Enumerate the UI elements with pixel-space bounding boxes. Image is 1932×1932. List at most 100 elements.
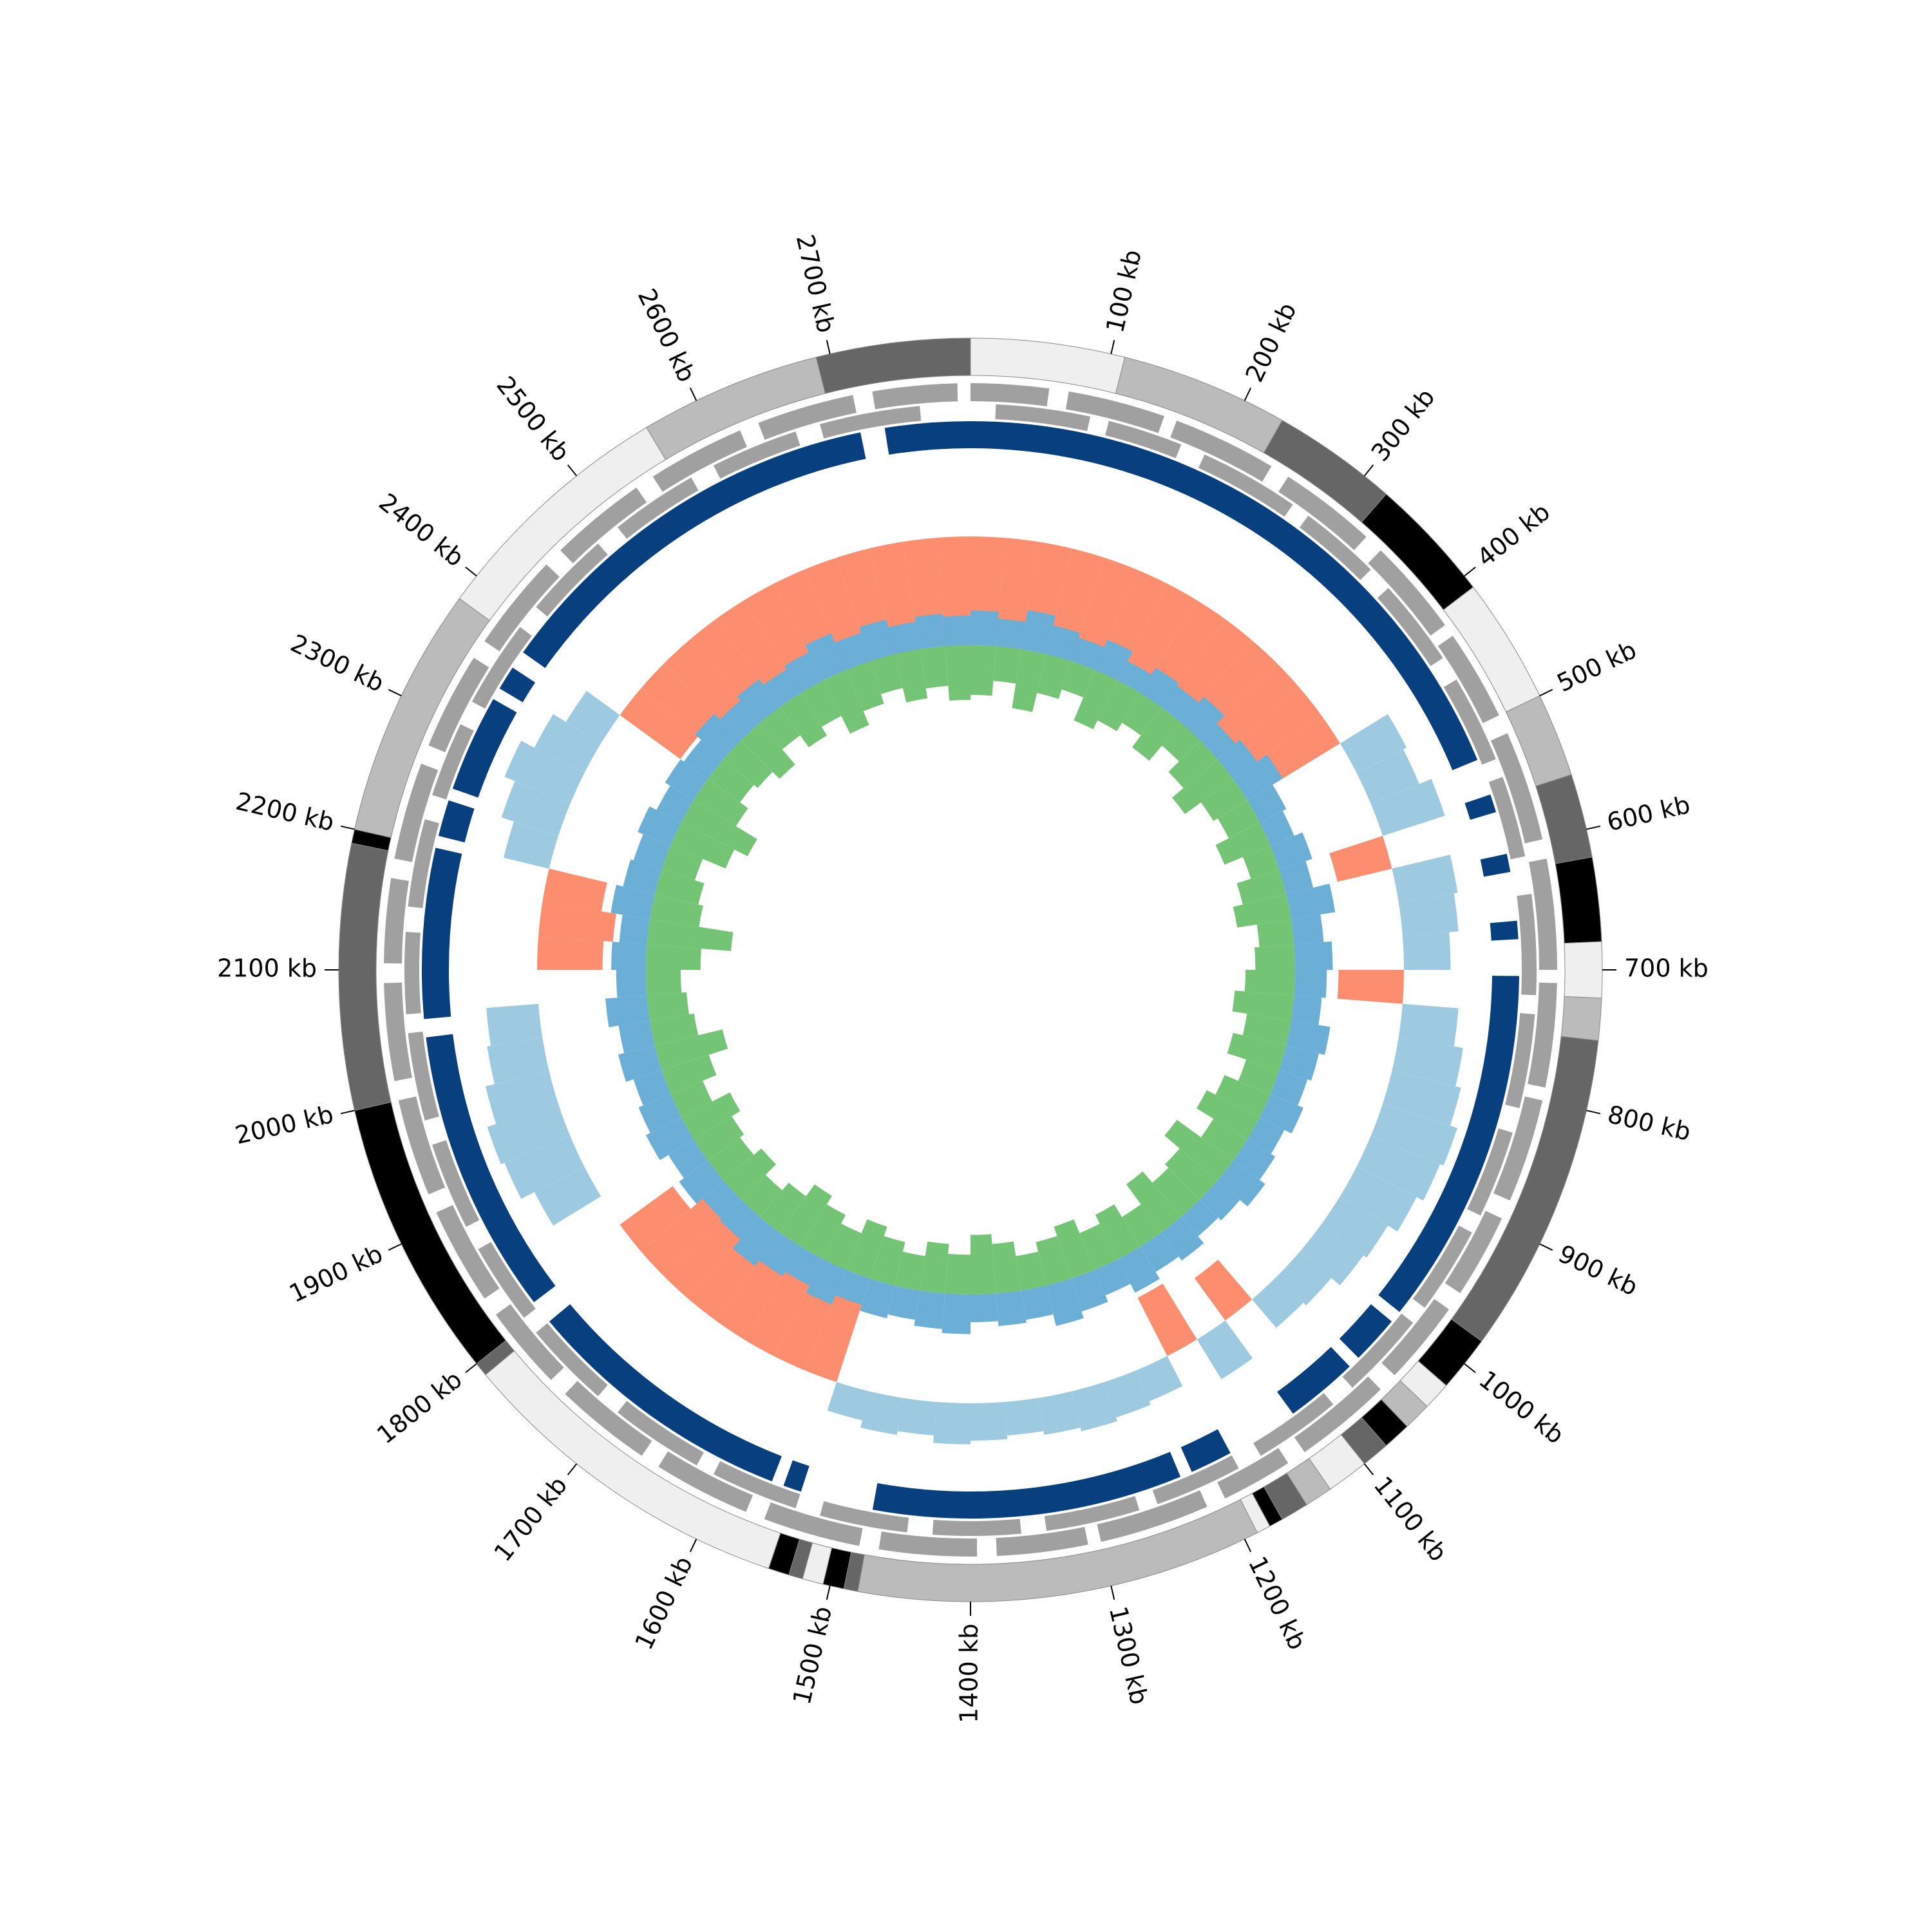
- block: [1378, 976, 1519, 1312]
- hist-bar: [664, 1208, 752, 1300]
- tick-mark: [1363, 1463, 1374, 1475]
- gene: [384, 982, 413, 1081]
- skew-bar: [763, 669, 801, 708]
- skew-bar: [1270, 832, 1312, 870]
- gene: [495, 1304, 564, 1380]
- skew-bar: [1294, 941, 1333, 970]
- gene: [820, 406, 922, 439]
- band: [1564, 941, 1603, 999]
- skew-bar: [1233, 754, 1283, 800]
- skew-bar: [656, 786, 694, 823]
- block: [549, 1304, 782, 1482]
- skew-bar: [1054, 1219, 1095, 1279]
- hist-bar: [1300, 1224, 1364, 1285]
- skew-bar: [681, 800, 757, 857]
- gene: [408, 1031, 439, 1121]
- skew-bar: [785, 1246, 824, 1286]
- block: [452, 699, 517, 798]
- gene: [484, 564, 560, 652]
- skew-bar: [1247, 1117, 1285, 1154]
- skew-bar: [646, 1117, 694, 1160]
- hist-bar: [486, 1003, 543, 1046]
- tick-label: 2300 kb: [286, 629, 388, 697]
- skew-bar: [638, 806, 681, 846]
- hist-bar: [504, 1135, 585, 1199]
- skew-bar: [647, 992, 690, 1021]
- skew-bar: [633, 1070, 671, 1106]
- skew-bar: [1217, 739, 1258, 779]
- gene: [436, 1205, 500, 1299]
- tick-mark: [465, 566, 477, 577]
- gene: [1198, 454, 1293, 517]
- skew-bar: [1279, 1045, 1319, 1081]
- skew-bar: [1270, 1070, 1308, 1106]
- hist-bar: [1383, 1071, 1461, 1126]
- gene: [536, 544, 608, 617]
- skew-bar: [1037, 654, 1071, 699]
- skew-bar: [646, 944, 701, 970]
- gene: [408, 819, 439, 909]
- gene: [398, 1096, 446, 1195]
- hist-bar: [897, 1397, 937, 1435]
- tick-label: 1100 kb: [1368, 1471, 1453, 1567]
- skew-bar: [1233, 894, 1291, 928]
- skew-bar: [1074, 670, 1118, 730]
- tick-label: 700 kb: [1624, 954, 1709, 983]
- skew-bar: [723, 1148, 777, 1200]
- tick-label: 600 kb: [1604, 790, 1692, 837]
- gene: [995, 404, 1090, 431]
- hist-bar: [534, 714, 601, 773]
- skew-bar: [1117, 1246, 1160, 1293]
- gene: [878, 1531, 978, 1557]
- tick-mark: [567, 1463, 578, 1475]
- gene: [560, 488, 647, 564]
- hist-bar: [1340, 1166, 1417, 1232]
- skew-bar: [920, 1241, 949, 1294]
- hist-bar: [1321, 1196, 1388, 1258]
- skew-bar: [1217, 800, 1260, 838]
- tick-label: 2600 kb: [632, 284, 701, 386]
- skew-bar: [1161, 685, 1199, 723]
- gene: [1253, 1393, 1334, 1456]
- hist-bar: [534, 1166, 601, 1226]
- skew-bar: [1294, 970, 1327, 998]
- gene: [1170, 421, 1272, 482]
- tick-mark: [388, 688, 402, 697]
- tick-mark: [826, 339, 831, 354]
- block: [422, 848, 462, 1019]
- skew-bar: [996, 1290, 1027, 1327]
- band: [1555, 857, 1602, 944]
- gene: [1528, 982, 1557, 1088]
- tick-label: 100 kb: [1101, 247, 1147, 336]
- gene: [971, 383, 1050, 406]
- tick-label: 2700 kb: [791, 232, 840, 336]
- skew-bar: [779, 693, 827, 748]
- skew-bar: [1286, 884, 1336, 920]
- skew-bar: [661, 1054, 717, 1094]
- skew-bar: [1094, 1259, 1131, 1296]
- skew-bar: [1279, 860, 1314, 895]
- skew-bar: [741, 723, 795, 779]
- skew-bar: [888, 621, 920, 654]
- skew-bar: [611, 942, 647, 970]
- skew-bar: [945, 1254, 971, 1294]
- skew-bar: [870, 654, 903, 694]
- hist-bar: [504, 821, 558, 869]
- skew-bar: [1233, 1139, 1276, 1180]
- skew-bar: [1061, 661, 1095, 698]
- gene: [1467, 1128, 1513, 1216]
- skew-bar: [737, 679, 780, 723]
- gene: [1493, 1096, 1543, 1201]
- gene: [1097, 1490, 1208, 1542]
- hist-bar: [620, 688, 698, 759]
- skew-bar: [759, 707, 800, 750]
- gene: [1437, 636, 1499, 723]
- skew-bar: [1097, 680, 1141, 732]
- gene: [1490, 733, 1543, 844]
- skew-bar: [694, 779, 748, 826]
- gene: [1444, 1211, 1502, 1293]
- skew-bar: [670, 822, 735, 869]
- band: [1535, 774, 1593, 864]
- block: [1339, 1304, 1392, 1358]
